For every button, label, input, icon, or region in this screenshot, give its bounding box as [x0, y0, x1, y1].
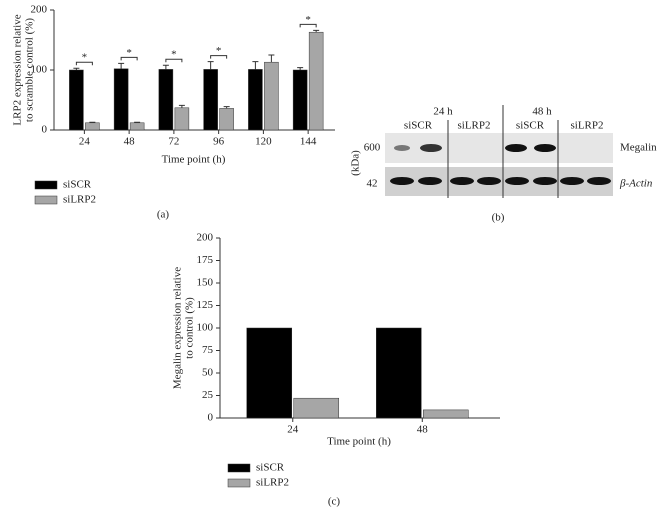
protein-label: Megalin [620, 142, 657, 154]
bar [293, 397, 340, 419]
significance-bracket [299, 23, 317, 28]
bar [308, 31, 324, 131]
marker-label: 42 [367, 178, 378, 190]
y-tick-label: 0 [42, 124, 48, 136]
y-axis-label: Megalin expression relative [172, 267, 184, 389]
significance-label: * [82, 52, 88, 64]
x-tick-label: 48 [417, 424, 429, 436]
legend-label: siLRP2 [63, 194, 96, 206]
band [505, 144, 527, 152]
bar [264, 61, 279, 131]
bar [203, 69, 218, 131]
legend-swatch [227, 463, 251, 473]
error-bar [207, 61, 214, 70]
y-tick-label: 50 [202, 367, 214, 379]
blot-lane: siSCR [516, 120, 545, 132]
x-axis-label: Time point (h) [327, 436, 391, 448]
bar [423, 409, 469, 419]
x-tick-label: 120 [255, 136, 272, 148]
western-blot: 24 h 48 h siSCR siLRP2 siSCR siLRP2 600 … [350, 105, 657, 224]
legend-label: siLRP2 [256, 477, 289, 489]
error-bar [297, 67, 304, 70]
significance-label: * [126, 47, 132, 59]
x-tick-label: 72 [168, 136, 179, 148]
bar [292, 69, 308, 131]
bar [158, 69, 174, 131]
significance-label: * [216, 45, 222, 57]
significance-bracket [120, 56, 138, 61]
x-tick-label: 24 [79, 136, 91, 148]
panel-label: (c) [328, 496, 341, 508]
error-bar [223, 106, 230, 109]
y-axis-label: to scramble control (%) [24, 18, 36, 122]
x-axis-label: Time point (h) [162, 154, 226, 166]
blot-lane: siLRP2 [570, 120, 603, 132]
bar [129, 122, 145, 131]
lane-dividers [447, 105, 559, 198]
blot-row [385, 133, 613, 163]
band [534, 144, 556, 152]
error-bar [73, 67, 80, 70]
y-tick-label: 0 [208, 412, 214, 424]
error-bar [89, 121, 96, 123]
significance-label: * [171, 49, 177, 61]
protein-label: β-Actin [619, 178, 653, 190]
bar [174, 107, 190, 131]
error-bar [178, 104, 185, 108]
y-tick-label: 100 [31, 64, 48, 76]
bar [69, 69, 84, 131]
bar [113, 68, 129, 131]
band [420, 144, 442, 152]
y-tick-label: 75 [202, 344, 214, 356]
error-bar [313, 29, 320, 33]
significance-bracket [165, 58, 183, 63]
legend-swatch [227, 478, 251, 488]
x-tick-label: 96 [213, 136, 225, 148]
band [394, 145, 410, 151]
legend-label: siSCR [256, 462, 285, 474]
significance-bracket [75, 61, 93, 66]
unit-label: (kDa) [350, 150, 362, 176]
bar [248, 69, 263, 131]
y-tick-label: 150 [197, 277, 214, 289]
error-bar [162, 64, 169, 70]
y-tick-label: 200 [197, 232, 214, 244]
y-axis-label: LRP2 expression relative [12, 14, 24, 125]
significance-bracket [210, 55, 228, 59]
y-axis-label: to control (%) [184, 297, 196, 359]
error-bar [268, 54, 275, 63]
y-tick-label: 175 [197, 254, 214, 266]
bar [85, 122, 100, 131]
bar [219, 108, 234, 131]
marker-label: 600 [364, 142, 381, 154]
blot-time: 24 h [433, 106, 453, 118]
panel-label: (b) [492, 212, 505, 224]
error-bar [118, 62, 125, 69]
bar [376, 327, 422, 419]
y-tick-label: 25 [202, 389, 214, 401]
error-bar [252, 61, 259, 70]
legend-swatch [34, 180, 58, 190]
x-tick-label: 24 [287, 424, 299, 436]
blot-lane: siLRP2 [457, 120, 490, 132]
y-tick-label: 100 [197, 322, 214, 334]
panel-label: (a) [157, 209, 170, 221]
x-tick-label: 144 [300, 136, 317, 148]
y-tick-label: 200 [31, 4, 48, 16]
bar [246, 327, 293, 419]
blot-time: 48 h [532, 106, 552, 118]
blot-lane: siSCR [404, 120, 433, 132]
legend-label: siSCR [63, 179, 92, 191]
error-bar [134, 121, 141, 123]
actin-bands [390, 177, 611, 185]
significance-label: * [305, 14, 311, 26]
legend-swatch [34, 195, 58, 205]
y-tick-label: 125 [197, 299, 214, 311]
x-tick-label: 48 [124, 136, 136, 148]
